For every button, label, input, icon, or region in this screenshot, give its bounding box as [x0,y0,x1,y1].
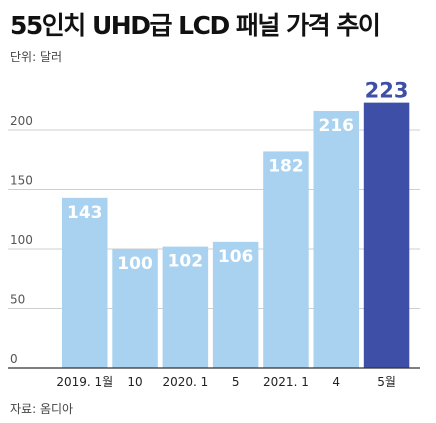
y-tick-label: 0 [10,352,18,366]
x-tick-label: 4 [332,375,340,389]
y-tick-label: 100 [10,233,33,247]
bar [212,241,259,368]
bar [162,246,209,368]
data-label: 106 [218,247,254,267]
y-tick-label: 200 [10,114,33,128]
x-tick-label: 5월 [377,375,396,389]
data-label: 182 [268,156,304,176]
x-tick-label: 2019. 1월 [56,375,113,389]
data-label: 216 [319,116,355,136]
bar [263,151,309,368]
y-tick-label: 50 [10,293,25,307]
x-tick-label: 5 [232,375,240,389]
source-label: 자료: 옴디아 [10,402,74,416]
data-label: 100 [117,254,153,274]
x-tick-label: 10 [127,375,142,389]
chart-title: 55인치 UHD급 LCD 패널 가격 추이 [10,11,381,40]
bar [313,110,359,369]
x-tick-label: 2021. 1 [263,375,309,389]
unit-label: 단위: 달러 [10,50,63,64]
bar [62,197,108,368]
bar [363,102,410,368]
x-tick-label: 2020. 1 [162,375,208,389]
bar [112,249,158,368]
data-label: 102 [168,252,204,272]
data-label: 143 [67,203,103,223]
data-label: 223 [365,79,409,103]
y-tick-label: 150 [10,174,33,188]
